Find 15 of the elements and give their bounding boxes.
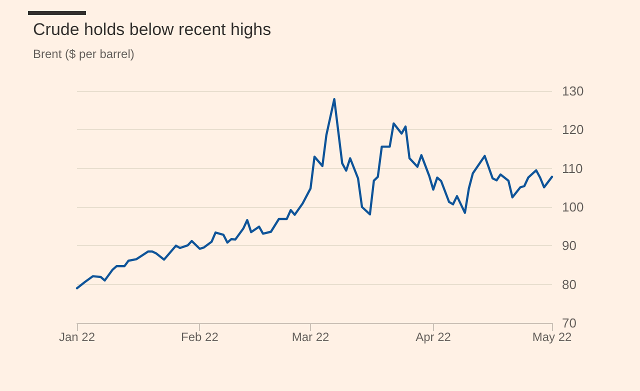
y-tick-label: 70 bbox=[562, 316, 576, 330]
x-tick-label: Feb 22 bbox=[181, 330, 219, 344]
y-tick-label: 90 bbox=[562, 238, 576, 254]
x-tick-label: Apr 22 bbox=[416, 330, 452, 344]
y-tick-label: 80 bbox=[562, 276, 576, 292]
y-tick-label: 100 bbox=[562, 200, 584, 214]
y-tick-label: 130 bbox=[562, 84, 584, 98]
chart-subtitle: Brent ($ per barrel) bbox=[33, 47, 134, 61]
x-tick-label: May 22 bbox=[532, 330, 572, 344]
x-tick-label: Jan 22 bbox=[58, 330, 96, 344]
y-tick-label: 120 bbox=[562, 122, 584, 138]
y-tick-label: 110 bbox=[562, 160, 583, 176]
line-series bbox=[76, 98, 554, 290]
chart-title: Crude holds below recent highs bbox=[33, 20, 272, 39]
x-tick-label: Mar 22 bbox=[292, 330, 330, 344]
